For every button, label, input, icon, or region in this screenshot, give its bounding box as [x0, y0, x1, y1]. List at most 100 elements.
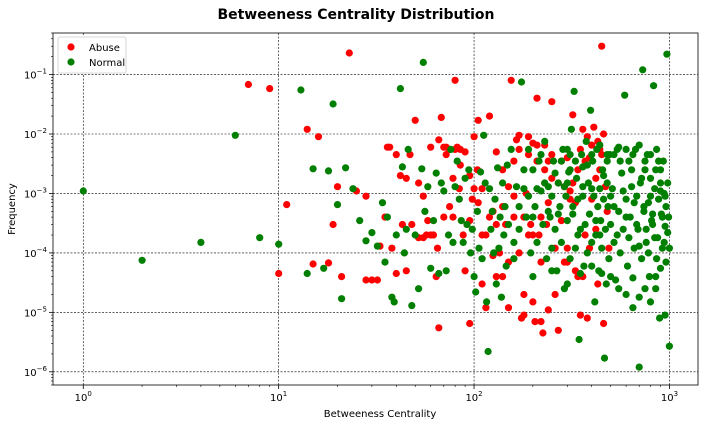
chart-title: Betweeness Centrality Distribution: [217, 7, 494, 23]
normal-point: [583, 249, 591, 257]
abuse-point: [579, 125, 587, 133]
normal-point: [475, 244, 483, 252]
abuse-point: [333, 183, 342, 191]
normal-point: [455, 195, 463, 203]
legend: Abuse Normal: [57, 36, 127, 74]
normal-point: [517, 78, 526, 86]
normal-point: [477, 168, 485, 176]
normal-point: [574, 231, 582, 239]
abuse-point: [548, 98, 556, 106]
normal-point: [616, 157, 624, 165]
abuse-point: [510, 192, 518, 200]
normal-point: [480, 131, 488, 139]
abuse-point: [437, 113, 445, 121]
normal-point: [398, 163, 406, 171]
abuse-point: [419, 192, 427, 200]
normal-point: [600, 195, 608, 203]
normal-point: [342, 164, 350, 172]
normal-point: [625, 234, 633, 242]
normal-point: [356, 217, 364, 225]
normal-point: [495, 244, 503, 252]
normal-point: [533, 238, 541, 246]
normal-point: [662, 258, 670, 266]
normal-point: [635, 141, 643, 149]
normal-point: [604, 203, 612, 211]
normal-point: [622, 145, 630, 153]
normal-point: [562, 192, 570, 200]
normal-point: [622, 213, 630, 221]
abuse-point: [533, 94, 541, 102]
normal-point: [488, 207, 496, 215]
normal-point: [79, 187, 87, 195]
y-tick-label: 10−4: [24, 246, 48, 260]
abuse-point: [569, 111, 577, 119]
abuse-point: [598, 42, 606, 50]
abuse-point: [482, 304, 490, 312]
normal-point: [362, 237, 370, 245]
normal-point: [541, 137, 549, 145]
abuse-point: [429, 231, 438, 239]
normal-point: [588, 262, 596, 270]
normal-point: [421, 207, 429, 215]
normal-point: [449, 238, 457, 246]
abuse-point: [551, 290, 559, 299]
abuse-point: [283, 201, 291, 209]
normal-point: [569, 203, 577, 211]
abuse-point: [504, 183, 513, 191]
normal-point: [596, 185, 604, 193]
abuse-point: [605, 244, 613, 252]
normal-point: [481, 179, 489, 187]
normal-point: [579, 183, 587, 191]
abuse-point: [470, 185, 478, 193]
abuse-point: [442, 151, 450, 159]
normal-point: [652, 273, 660, 281]
abuse-point: [466, 319, 474, 328]
normal-point: [649, 220, 657, 229]
normal-point: [563, 280, 571, 288]
abuse-point: [244, 80, 252, 89]
normal-point: [453, 157, 461, 165]
normal-point: [472, 288, 480, 296]
abuse-point: [576, 311, 585, 319]
abuse-point: [303, 125, 311, 133]
normal-point: [619, 187, 627, 195]
normal-point: [655, 195, 663, 203]
abuse-point: [529, 231, 537, 239]
normal-point: [646, 192, 655, 200]
normal-point: [580, 262, 588, 270]
normal-point: [512, 183, 521, 191]
abuse-point: [544, 199, 552, 207]
abuse-point: [449, 213, 457, 221]
normal-point: [566, 151, 574, 159]
normal-point: [275, 240, 283, 248]
abuse-point: [581, 231, 589, 239]
normal-point: [656, 187, 665, 195]
normal-point: [662, 203, 670, 211]
abuse-point: [537, 258, 545, 266]
normal-point: [641, 166, 649, 174]
plot-frame: [52, 32, 699, 386]
abuse-point: [590, 123, 598, 131]
normal-point: [600, 354, 609, 362]
normal-point: [602, 280, 610, 288]
abuse-point: [362, 192, 370, 200]
abuse-point: [345, 49, 353, 57]
normal-point: [618, 169, 626, 177]
abuse-point: [544, 157, 552, 165]
abuse-point: [510, 157, 518, 165]
normal-point: [392, 231, 400, 239]
normal-point: [591, 298, 599, 306]
normal-point: [649, 210, 657, 218]
normal-point: [527, 249, 535, 257]
normal-point: [635, 242, 643, 250]
normal-point: [468, 225, 476, 233]
x-axis-label: Betweeness Centrality: [324, 409, 437, 420]
normal-point: [629, 274, 637, 282]
normal-point: [544, 207, 552, 215]
normal-point: [644, 249, 653, 257]
abuse-point: [485, 112, 494, 120]
normal-point: [603, 151, 611, 159]
normal-point: [630, 199, 638, 207]
normal-point: [616, 249, 624, 257]
abuse-point: [527, 220, 535, 229]
